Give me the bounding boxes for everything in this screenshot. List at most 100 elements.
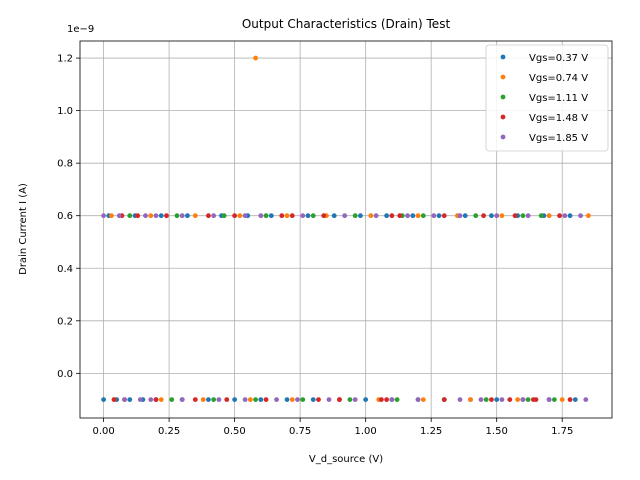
data-point [489,397,494,403]
data-point [109,213,114,219]
data-point [557,213,562,219]
data-point [310,213,316,219]
x-tick-label: 1.25 [420,426,442,437]
data-point [337,397,342,403]
data-point [237,213,243,219]
data-point [258,397,264,403]
x-tick-label: 1.75 [551,426,573,437]
data-point [342,213,348,219]
data-point [169,397,175,403]
legend-box [485,44,609,152]
data-point [331,213,337,219]
data-point [368,213,374,219]
series-2 [109,55,591,403]
data-point [211,397,217,403]
legend-marker [500,114,506,120]
data-point [232,397,238,403]
data-point [389,397,395,403]
chart-title: Output Characteristics (Drain) Test [242,17,451,31]
data-point [143,213,148,219]
legend-entry-label: Vgs=1.85 V [529,133,588,144]
data-point [253,55,258,61]
data-point [263,397,269,403]
data-point [232,213,238,219]
data-point [358,213,363,219]
data-points [101,55,591,403]
data-point [397,213,403,219]
series-4 [111,213,573,403]
data-point [179,213,185,219]
data-point [586,213,591,219]
data-point [216,397,222,403]
data-point [520,213,526,219]
data-point [289,397,295,403]
data-point [538,213,544,219]
data-point [525,213,531,219]
data-point [363,397,369,403]
series-3 [127,213,557,403]
data-point [572,397,578,403]
data-point [410,213,416,219]
data-point [135,213,141,219]
data-point [481,213,486,219]
data-point [321,213,327,219]
y-tick-label: 0.8 [57,159,73,170]
data-point [127,397,133,403]
data-point [164,213,169,219]
data-point [158,213,164,219]
data-point [326,397,332,403]
data-point [206,213,211,219]
data-point [378,397,384,403]
data-point [300,397,306,403]
legend-marker [500,134,506,140]
data-point [499,213,505,219]
data-point [578,213,583,219]
data-point [567,397,573,403]
data-point [221,213,227,219]
data-point [263,213,269,219]
x-tick-label: 0.25 [158,426,180,437]
series-5 [101,213,589,403]
y-tick-label: 0.4 [57,264,73,275]
data-point [242,397,248,403]
data-point [224,397,230,403]
x-axis-label: V_d_source (V) [309,454,383,465]
data-point [206,397,211,403]
data-point [305,213,311,219]
data-point [127,213,133,219]
data-point [185,213,190,219]
x-tick-label: 0.75 [289,426,311,437]
data-point [489,213,494,219]
data-point [473,213,479,219]
data-point [192,213,198,219]
data-point [101,213,106,219]
data-point [533,397,539,403]
data-point [289,213,295,219]
data-point [101,397,106,403]
data-point [316,397,321,403]
data-point [295,397,300,403]
data-point [158,397,164,403]
data-point [352,213,358,219]
data-point [247,397,253,403]
data-point [389,213,395,219]
data-point [559,397,565,403]
data-point [499,397,505,403]
data-point [562,213,568,219]
data-point [122,397,127,403]
legend-entry-label: Vgs=1.11 V [529,93,588,104]
y-tick-label: 1.0 [57,106,73,117]
data-point [441,213,447,219]
data-point [405,213,410,219]
data-point [525,397,531,403]
data-point [567,213,573,219]
data-point [483,397,489,403]
legend-marker [500,54,506,60]
x-axis-ticks: 0.00 0.25 0.50 0.75 1.00 1.25 1.50 1.75 [92,418,573,437]
data-point [116,213,122,219]
data-point [546,213,552,219]
data-point [457,397,463,403]
data-point [300,213,306,219]
y-tick-label: 1.2 [57,54,73,65]
